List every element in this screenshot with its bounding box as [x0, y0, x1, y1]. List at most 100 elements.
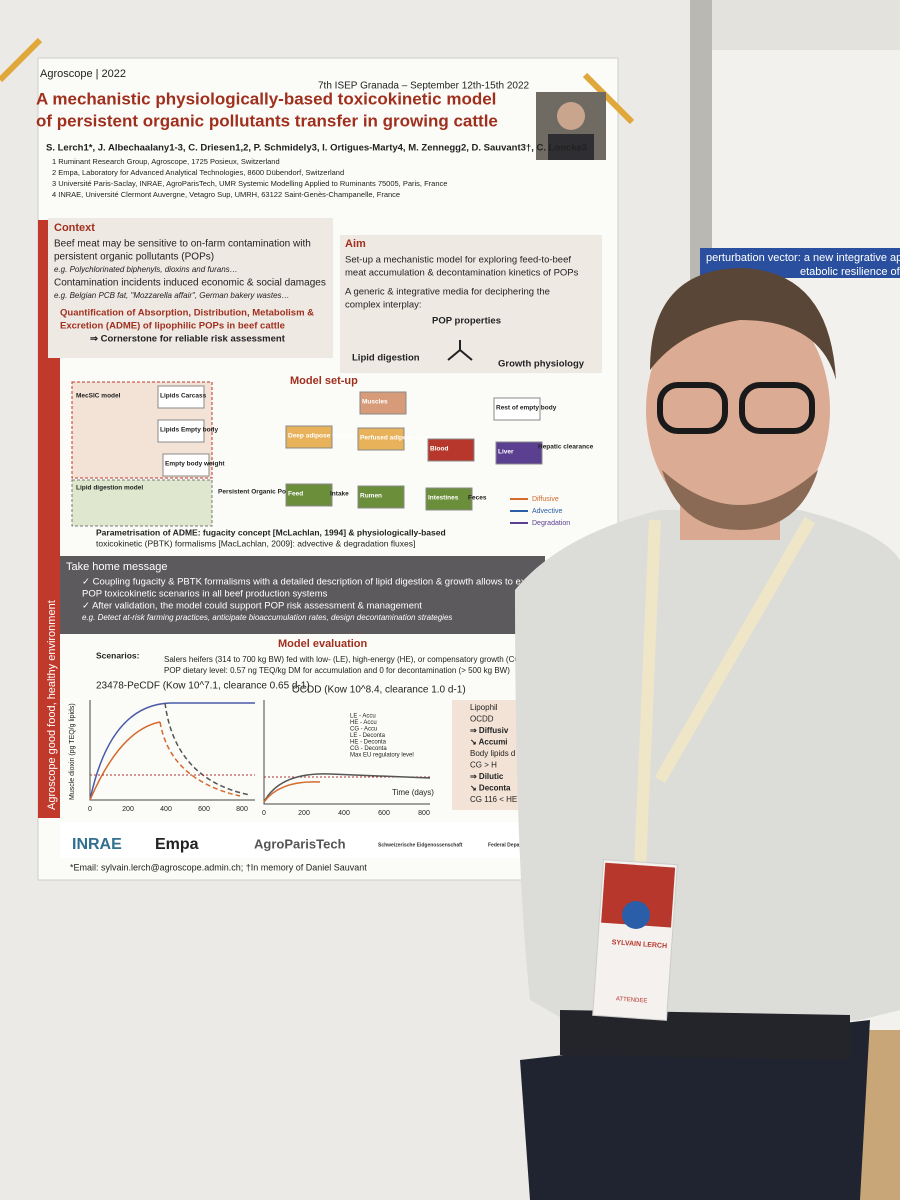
neighbor-title: perturbation vector: a new integrative a…: [706, 252, 900, 264]
affiliation: 1 Ruminant Research Group, Agroscope, 17…: [52, 157, 280, 166]
affiliation: 4 INRAE, Université Clermont Auvergne, V…: [52, 190, 400, 199]
belt: [560, 1010, 850, 1060]
side-note: CG 116 < HE 12: [470, 795, 529, 804]
x-tick-label: 600: [378, 810, 390, 817]
node-label: Muscles: [362, 399, 388, 406]
node-label: Lipids Empty body: [160, 427, 219, 434]
aim-line: A generic & integrative media for deciph…: [345, 287, 550, 298]
node-box: [162, 453, 210, 477]
y-label: Muscle dioxin (pg TEQ/g lipids): [69, 703, 76, 800]
context-line: e.g. Polychlorinated biphenyls, dioxins …: [54, 265, 238, 274]
node-label: Empty body weight: [165, 461, 225, 468]
node-label: Lipid digestion model: [76, 485, 143, 492]
side-note: ↘ Accumi: [470, 738, 508, 747]
logo: Schweizerische Eidgenossenschaft: [378, 842, 463, 848]
node-label: Intake: [330, 491, 349, 498]
side-note: Body lipids d: [470, 749, 515, 758]
take-home-line: e.g. Detect at-risk farming practices, a…: [82, 613, 452, 622]
x-tick-label: 400: [338, 810, 350, 817]
node-label: Intestines: [428, 495, 459, 502]
context-line: Contamination incidents induced economic…: [54, 278, 326, 289]
side-band-text: Agroscope good food, healthy environment: [46, 600, 58, 810]
node-label: Blood: [430, 446, 448, 453]
context-box: [48, 218, 333, 358]
node-box: [357, 485, 405, 509]
node-label: Deep adipose tissues: [288, 433, 355, 440]
glasses: [739, 382, 815, 434]
logo: Empa: [155, 836, 199, 853]
node-label: Lipids Carcass: [160, 393, 207, 400]
x-tick-label: 200: [298, 810, 310, 817]
side-note: CG > H: [470, 761, 497, 770]
title: A mechanistic physiologically-based toxi…: [36, 89, 496, 108]
lanyard: [634, 517, 816, 871]
person: SYLVAIN LERCH ATTENDEE: [515, 268, 900, 1200]
logo: INRAE: [72, 836, 122, 853]
affiliation: 3 Université Paris-Saclay, INRAE, AgroPa…: [52, 179, 447, 188]
portrait-face: [557, 102, 585, 130]
x-tick-label: 200: [122, 806, 134, 813]
chart-title: 23478-PeCDF (Kow 10^7.1, clearance 0.65 …: [96, 681, 310, 692]
conference: 7th ISEP Granada – September 12th-15th 2…: [318, 81, 530, 92]
scenarios: Salers heifers (314 to 700 kg BW) fed wi…: [164, 655, 542, 664]
take-home-line: ✓ After validation, the model could supp…: [82, 601, 422, 612]
org: Agroscope | 2022: [40, 68, 126, 80]
poster: Agroscope good food, healthy environment…: [0, 37, 660, 881]
legend-label: HE - Deconta: [350, 740, 387, 746]
x-label: Time (days): [392, 788, 434, 797]
legend-label: HE - Accu: [350, 720, 377, 726]
x-tick-label: 400: [160, 806, 172, 813]
evaluation-heading: Model evaluation: [278, 638, 368, 650]
side-note: Lipophil: [470, 703, 498, 712]
context-highlight: Quantification of Absorption, Distributi…: [60, 308, 314, 319]
tape: [0, 37, 43, 83]
scenarios-label: Scenarios:: [96, 650, 140, 660]
affiliation: 2 Empa, Laboratory for Advanced Analytic…: [52, 168, 344, 177]
node-box: [425, 487, 473, 511]
tape: [582, 72, 635, 125]
node-box: [285, 483, 333, 507]
node-box: [285, 425, 333, 449]
shirt: [515, 510, 900, 1040]
triad: POP properties: [432, 316, 501, 327]
legend-label: CG - Deconta: [350, 746, 387, 752]
node-label: Liver: [498, 449, 514, 456]
badge-pattern: [601, 862, 676, 928]
context-line: persistent organic pollutants (POPs): [54, 252, 214, 263]
context-heading: Context: [54, 222, 95, 234]
scenarios: POP dietary level: 0.57 ng TEQ/kg DM for…: [164, 666, 510, 675]
aim-line: complex interplay:: [345, 300, 422, 311]
node-box: [157, 419, 205, 443]
x-tick-label: 600: [198, 806, 210, 813]
context-line: Beef meat may be sensitive to on-farm co…: [54, 239, 311, 250]
node-box: [493, 397, 541, 421]
aim-heading: Aim: [345, 238, 366, 250]
side-note: ⇒ Diffusiv: [470, 726, 509, 735]
hair: [650, 268, 836, 380]
side-note: ↘ Deconta: [470, 784, 511, 793]
caption: toxicokinetic (PBTK) formalisms [MacLach…: [96, 538, 415, 548]
context-highlight: ⇒ Cornerstone for reliable risk assessme…: [90, 334, 286, 345]
context-line: e.g. Belgian PCB fat, "Mozzarella affair…: [54, 291, 290, 300]
legend-label: Max EU regulatory level: [350, 753, 414, 759]
legend-label: CG - Accu: [350, 727, 377, 733]
glasses: [657, 382, 728, 434]
authors: S. Lerch1*, J. Albechaalany1-3, C. Dries…: [46, 143, 587, 154]
node-label: Feed: [288, 491, 303, 498]
node-box: [359, 391, 407, 415]
aim-line: meat accumulation & decontamination kine…: [345, 268, 579, 279]
side-band: [38, 220, 60, 818]
footer: *Email: sylvain.lerch@agroscope.admin.ch…: [70, 862, 367, 872]
title: of persistent organic pollutants transfe…: [36, 111, 498, 130]
triad: Growth physiology: [498, 359, 585, 370]
side-note: OCDD: [470, 715, 494, 724]
take-home-heading: Take home message: [66, 561, 168, 573]
aim-box: [340, 235, 602, 373]
legend-label: LE - Deconta: [350, 733, 386, 739]
caption: Parametrisation of ADME: fugacity concep…: [96, 527, 446, 537]
take-home-box: [60, 556, 545, 634]
badge-logo: [622, 901, 650, 929]
node-label: Feces: [468, 495, 487, 502]
node-label: Perfused adipose tissues: [360, 435, 439, 442]
